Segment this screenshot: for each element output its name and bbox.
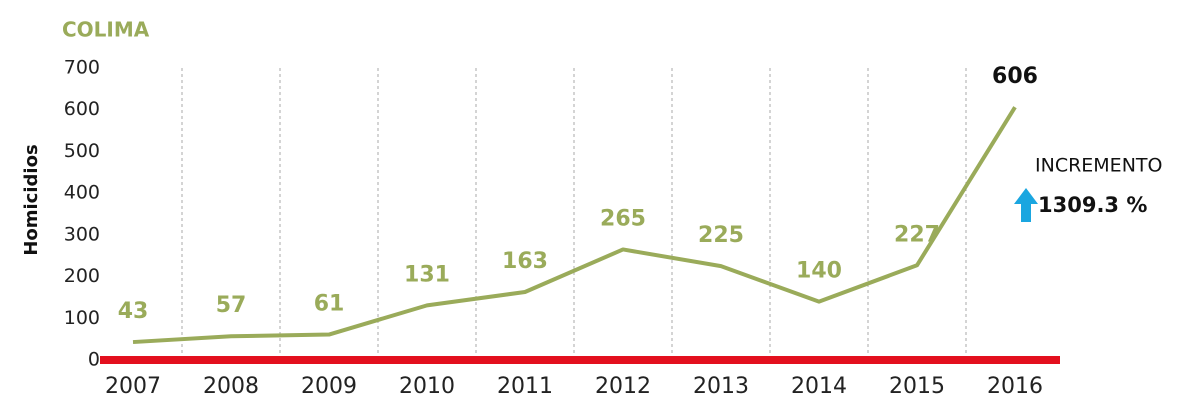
- x-tick-label: 2012: [595, 374, 651, 399]
- value-label: 225: [698, 223, 744, 248]
- up-arrow-icon: [1014, 188, 1038, 222]
- x-tick-label: 2009: [301, 374, 357, 399]
- y-tick-label: 400: [64, 182, 100, 204]
- y-tick-label: 0: [88, 349, 100, 371]
- x-tick-label: 2010: [399, 374, 455, 399]
- y-tick-label: 200: [64, 265, 100, 287]
- annotation: 1309.3 %: [1038, 193, 1147, 217]
- value-label: 61: [314, 292, 345, 317]
- y-tick-label: 600: [64, 98, 100, 120]
- value-label: 140: [796, 259, 842, 284]
- value-label: 265: [600, 206, 646, 231]
- annotation: INCREMENTO: [1035, 155, 1162, 177]
- y-tick-label: 700: [64, 57, 100, 79]
- value-label: 57: [216, 293, 247, 318]
- y-axis-label: Homicidios: [21, 144, 42, 255]
- chart-title: COLIMA: [62, 18, 150, 42]
- value-label: 43: [118, 299, 149, 324]
- value-label: 606: [992, 64, 1038, 89]
- x-tick-label: 2008: [203, 374, 259, 399]
- value-label: 163: [502, 249, 548, 274]
- x-tick-label: 2015: [889, 374, 945, 399]
- x-tick-label: 2016: [987, 374, 1043, 399]
- x-tick-label: 2007: [105, 374, 161, 399]
- x-tick-label: 2013: [693, 374, 749, 399]
- x-tick-label: 2014: [791, 374, 847, 399]
- value-label: 131: [404, 262, 450, 287]
- y-tick-label: 500: [64, 140, 100, 162]
- value-label: 227: [894, 222, 940, 247]
- y-tick-label: 100: [64, 307, 100, 329]
- line: [132, 106, 1017, 345]
- x-tick-label: 2011: [497, 374, 553, 399]
- y-tick-label: 300: [64, 223, 100, 245]
